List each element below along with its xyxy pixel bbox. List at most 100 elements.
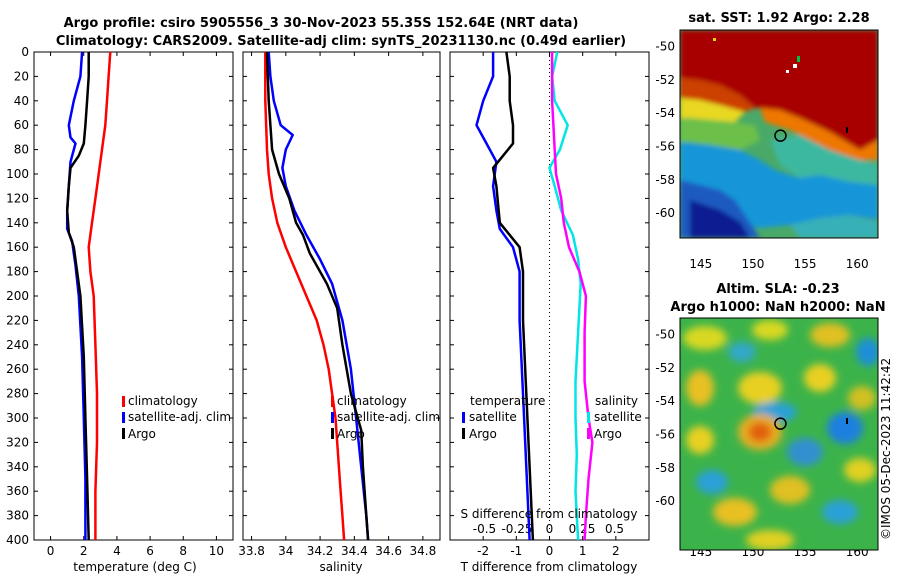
legend-label-satellite: satellite-adj. clim xyxy=(337,410,440,424)
legend-mark-s-argo xyxy=(587,428,590,439)
salinity-axes xyxy=(242,51,441,541)
x-tick-label: 2 xyxy=(612,544,620,558)
x-tick-label: -2 xyxy=(477,544,489,558)
depth-tick-label: 140 xyxy=(6,216,29,230)
depth-tick-label: 300 xyxy=(6,411,29,425)
series-line-climatology xyxy=(87,51,112,540)
series-line-climatology xyxy=(264,52,346,541)
depth-tick-label: 100 xyxy=(6,167,29,181)
x-tick-label: 0 xyxy=(47,544,55,558)
s-diff-tick-label: 0 xyxy=(546,522,554,536)
legend-label-climatology: climatology xyxy=(337,394,407,408)
depth-tick-label: 280 xyxy=(6,387,29,401)
s-diff-tick-label: 0.5 xyxy=(605,522,624,536)
map-x-tick-label: 145 xyxy=(689,257,712,271)
legend-title-temperature: temperature xyxy=(470,394,545,408)
temperature-xlabel: temperature (deg C) xyxy=(73,560,196,574)
legend-title-salinity: salinity xyxy=(595,394,638,408)
depth-tick-label: 240 xyxy=(6,338,29,352)
depth-tick-label: 120 xyxy=(6,191,29,205)
figure-title-line2: Climatology: CARS2009. Satellite-adj cli… xyxy=(56,34,626,49)
map-y-tick-label: -60 xyxy=(655,206,675,220)
imos-watermark: ©IMOS 05-Dec-2023 11:42:42 xyxy=(879,358,893,540)
x-tick-label: 34.2 xyxy=(307,544,334,558)
legend-label-satellite: satellite-adj. clim xyxy=(128,410,231,424)
legend-label-t-argo: Argo xyxy=(469,427,497,441)
series-line-s-satellite xyxy=(548,51,582,541)
map-y-tick-label: -56 xyxy=(655,139,675,153)
series-line-t-argo xyxy=(491,51,535,541)
legend-label-argo: Argo xyxy=(337,427,365,441)
map-y-tick-label: -50 xyxy=(655,40,675,54)
depth-tick-label: 380 xyxy=(6,509,29,523)
map-x-tick-label: 150 xyxy=(741,257,764,271)
s-diff-tick-label: 0.25 xyxy=(569,522,596,536)
legend-mark-climatology xyxy=(331,396,334,407)
temperature-legend: climatology satellite-adj. clim Argo xyxy=(122,394,231,441)
depth-tick-label: 80 xyxy=(14,143,29,157)
legend-mark-t-satellite xyxy=(462,412,465,423)
temperature-axes xyxy=(33,51,234,541)
depth-tick-label: 20 xyxy=(14,69,29,83)
difference-legend: temperature satellite Argo salinity sate… xyxy=(462,394,642,441)
legend-label-argo: Argo xyxy=(128,427,156,441)
sla-map-frame xyxy=(679,317,879,551)
depth-tick-label: 220 xyxy=(6,313,29,327)
map-y-tick-label: -54 xyxy=(655,394,675,408)
legend-mark-argo xyxy=(122,428,125,439)
x-tick-label: 34.4 xyxy=(341,544,368,558)
salinity-legend: climatology satellite-adj. clim Argo xyxy=(331,394,440,441)
x-tick-label: 8 xyxy=(179,544,187,558)
legend-label-t-satellite: satellite xyxy=(469,410,517,424)
s-diff-tick-label: -0.5 xyxy=(473,522,496,536)
map-y-tick-label: -52 xyxy=(655,361,675,375)
legend-mark-s-satellite xyxy=(587,412,590,423)
map-y-tick-label: -60 xyxy=(655,494,675,508)
x-tick-label: 0 xyxy=(546,544,554,558)
series-line-satellite-adj-clim xyxy=(267,51,370,541)
x-tick-label: 34 xyxy=(278,544,293,558)
s-diff-tick-label: -0.25 xyxy=(501,522,532,536)
salinity-xlabel: salinity xyxy=(319,560,362,574)
depth-tick-label: 180 xyxy=(6,265,29,279)
x-tick-label: 34.8 xyxy=(410,544,437,558)
map-y-tick-label: -58 xyxy=(655,461,675,475)
t-difference-xlabel: T difference from climatology xyxy=(460,560,638,574)
series-line-s-argo xyxy=(550,52,594,541)
x-tick-label: -1 xyxy=(510,544,522,558)
depth-tick-label: 200 xyxy=(6,289,29,303)
legend-mark-satellite xyxy=(122,412,125,423)
map-y-tick-label: -54 xyxy=(655,106,675,120)
legend-mark-argo xyxy=(331,428,334,439)
depth-tick-label: 360 xyxy=(6,484,29,498)
sst-heatmap xyxy=(680,30,878,238)
legend-label-s-satellite: satellite xyxy=(594,410,642,424)
legend-mark-t-argo xyxy=(462,428,465,439)
x-tick-label: 34.6 xyxy=(375,544,402,558)
map-y-tick-label: -58 xyxy=(655,173,675,187)
legend-mark-climatology xyxy=(122,396,125,407)
depth-tick-label: 160 xyxy=(6,240,29,254)
depth-tick-label: 260 xyxy=(6,362,29,376)
legend-label-climatology: climatology xyxy=(128,394,198,408)
s-difference-xlabel: S difference from climatology xyxy=(461,507,638,521)
map-y-tick-label: -50 xyxy=(655,328,675,342)
legend-label-s-argo: Argo xyxy=(594,427,622,441)
sst-map-frame xyxy=(679,29,879,239)
sla-argo-position-marker xyxy=(774,417,787,430)
depth-tick-label: 60 xyxy=(14,118,29,132)
depth-tick-label: 0 xyxy=(21,45,29,59)
figure-title-line1: Argo profile: csiro 5905556_3 30-Nov-202… xyxy=(64,16,579,31)
map-x-tick-label: 160 xyxy=(846,257,869,271)
depth-tick-label: 400 xyxy=(6,533,29,547)
legend-mark-satellite xyxy=(331,412,334,423)
sst-map-title: sat. SST: 1.92 Argo: 2.28 xyxy=(688,11,869,26)
map-y-tick-label: -52 xyxy=(655,73,675,87)
x-tick-label: 2 xyxy=(80,544,88,558)
depth-tick-label: 320 xyxy=(6,435,29,449)
series-line-argo xyxy=(65,52,90,541)
series-line-argo xyxy=(265,51,370,541)
x-tick-label: 10 xyxy=(209,544,224,558)
sla-map-title: Altim. SLA: -0.23 xyxy=(716,282,839,297)
